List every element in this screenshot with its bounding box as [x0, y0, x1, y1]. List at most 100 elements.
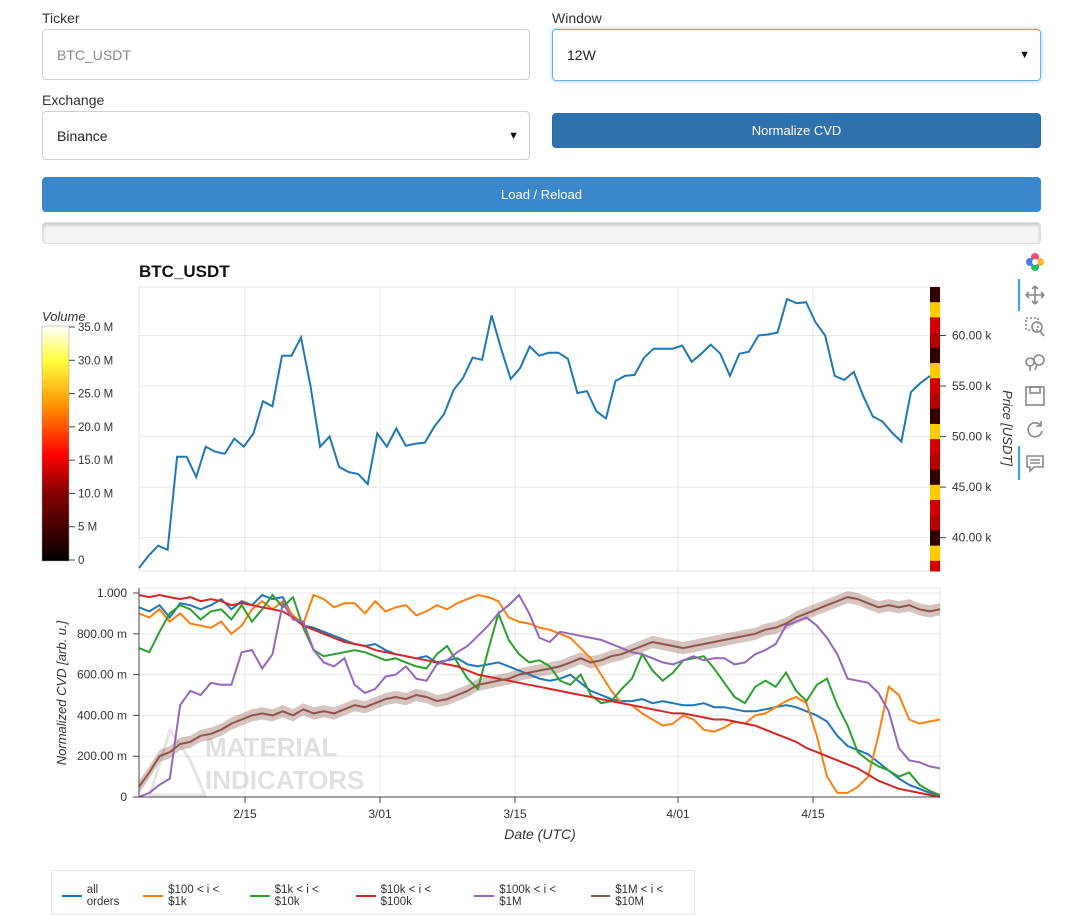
colorbar-tick-label: 15.0 M — [78, 455, 113, 467]
legend-item[interactable]: $1k < i < $10k — [249, 884, 346, 908]
ticker-input[interactable]: BTC_USDT — [42, 29, 530, 80]
cvd-x-tick-label: 4/15 — [801, 807, 825, 821]
load-reload-label: Load / Reload — [501, 187, 582, 202]
legend-swatch — [249, 895, 270, 897]
legend-swatch — [143, 895, 164, 897]
progress-bar — [42, 222, 1041, 244]
volume-heat-strip — [930, 287, 940, 572]
volume-heat-cell — [930, 454, 940, 460]
legend-label: $10k < i < $100k — [380, 884, 432, 908]
volume-heat-cell — [930, 292, 940, 298]
active-tool-indicator — [1018, 279, 1020, 311]
price-line — [138, 297, 931, 569]
cvd-y-tick-label: 800.00 m — [77, 627, 127, 641]
volume-heat-cell — [930, 459, 940, 465]
price-y-tick-label: 60.00 k — [952, 329, 992, 343]
exchange-select-value: Binance — [57, 127, 108, 144]
volume-heat-cell — [930, 418, 940, 425]
cvd-y-tick-label: 400.00 m — [77, 708, 127, 722]
volume-heat-cell — [930, 484, 940, 491]
volume-heat-cell — [930, 358, 940, 364]
normalize-cvd-label: Normalize CVD — [751, 123, 842, 138]
chevron-down-icon: ▼ — [1019, 49, 1030, 61]
legend-item[interactable]: $100k < i < $1M — [474, 884, 580, 908]
volume-heat-cell — [930, 388, 940, 394]
pan-icon[interactable] — [1023, 283, 1047, 307]
volume-heat-cell — [930, 408, 940, 415]
cvd-x-tick-label: 3/15 — [503, 807, 527, 821]
cvd-plot-area[interactable] — [138, 587, 941, 798]
cvd-series-line — [138, 593, 941, 798]
legend-item[interactable]: all orders — [62, 884, 133, 908]
legend-label: $1M < i < $10M — [615, 884, 664, 908]
legend-item[interactable]: $100 < i < $1k — [143, 884, 240, 908]
exchange-select[interactable]: Binance ▼ — [42, 111, 530, 160]
exchange-label: Exchange — [42, 92, 105, 108]
price-chart-title: BTC_USDT — [139, 262, 230, 281]
volume-heat-cell — [930, 352, 940, 359]
volume-heat-cell — [930, 322, 940, 329]
legend-swatch — [474, 895, 495, 897]
legend-label: $100k < i < $1M — [499, 884, 557, 908]
cvd-lines — [138, 593, 941, 798]
volume-heat-cell — [930, 287, 940, 293]
price-y-ticks: 40.00 k 45.00 k 50.00 k 55.00 k 60.00 k — [940, 329, 992, 545]
volume-heat-cell — [930, 413, 940, 420]
volume-heat-cell — [930, 535, 940, 542]
cvd-y-ticks: 0 200.00 m 400.00 m 600.00 m 800.00 m 1.000 — [77, 586, 140, 804]
volume-heat-cell — [930, 545, 940, 552]
volume-heat-cell — [930, 550, 940, 557]
price-y-tick-label: 45.00 k — [952, 480, 992, 494]
colorbar-tick-label: 25.0 M — [78, 389, 113, 401]
cvd-series-line — [138, 596, 941, 788]
volume-heat-cell — [930, 494, 940, 501]
hover-icon[interactable] — [1023, 452, 1047, 476]
watermark-logo: MATERIAL INDICATORS — [147, 726, 364, 797]
price-grid — [139, 287, 940, 571]
volume-heat-cell — [930, 525, 940, 531]
cvd-y-tick-label: 200.00 m — [77, 749, 127, 763]
legend-item[interactable]: $1M < i < $10M — [590, 884, 695, 908]
volume-heat-cell — [930, 510, 940, 516]
legend-item[interactable]: $10k < i < $100k — [355, 884, 465, 908]
active-inspector-indicator — [1018, 446, 1020, 480]
bokeh-logo-icon[interactable] — [1023, 250, 1047, 274]
cvd-x-tick-label: 4/01 — [666, 807, 690, 821]
colorbar-tick-label: 0 — [78, 555, 84, 567]
save-icon[interactable] — [1023, 384, 1047, 408]
volume-heat-cell — [930, 439, 940, 445]
volume-heat-cell — [930, 560, 940, 567]
volume-heat-cell — [930, 297, 940, 303]
volume-heat-cell — [930, 489, 940, 496]
chart-legend: all orders $100 < i < $1k $1k < i < $10k $1… — [51, 870, 695, 915]
load-reload-button[interactable]: Load / Reload — [42, 177, 1041, 212]
cvd-y-tick-label: 600.00 m — [77, 668, 127, 682]
volume-heat-cell — [930, 423, 940, 430]
volume-heat-cell — [930, 444, 940, 450]
wheel-zoom-icon[interactable] — [1023, 350, 1047, 374]
volume-heat-cell — [930, 520, 940, 526]
price-y-tick-label: 50.00 k — [952, 430, 992, 444]
volume-heat-cell — [930, 332, 940, 339]
reset-icon[interactable] — [1023, 417, 1047, 441]
normalize-cvd-button[interactable]: Normalize CVD — [552, 113, 1041, 148]
ticker-label: Ticker — [42, 10, 80, 26]
volume-heat-cell — [930, 368, 940, 374]
cvd-series-line — [138, 593, 941, 796]
volume-heat-cell — [930, 479, 940, 486]
volume-colorbar — [41, 325, 70, 562]
cvd-y-tick-label: 1.000 — [97, 586, 127, 600]
box-zoom-icon[interactable] — [1023, 315, 1047, 339]
chevron-down-icon: ▼ — [508, 129, 519, 142]
legend-swatch — [355, 895, 376, 897]
price-y-tick-label: 55.00 k — [952, 379, 992, 393]
volume-heat-cell — [930, 464, 940, 471]
volume-heat-cell — [930, 347, 940, 354]
volume-heat-cell — [930, 337, 940, 344]
volume-heat-cell — [930, 449, 940, 455]
price-plot-area[interactable] — [138, 286, 941, 572]
volume-heat-cell — [930, 515, 940, 521]
window-select[interactable]: 12W ▼ — [552, 29, 1041, 81]
volume-heat-cell — [930, 555, 940, 562]
